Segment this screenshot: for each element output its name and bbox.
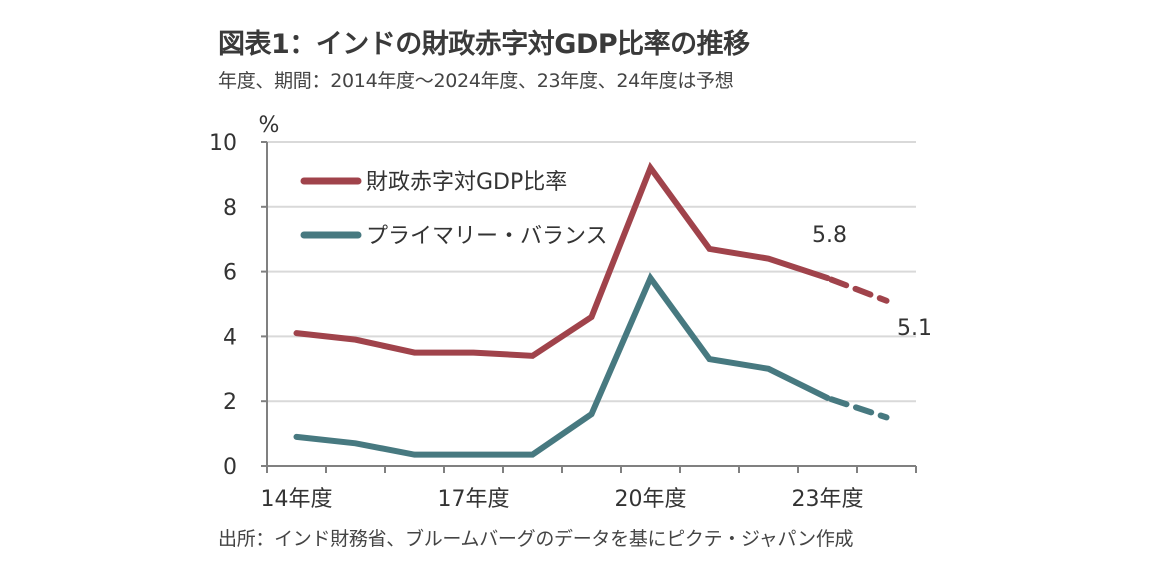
data-label: 5.1 [897,316,932,341]
series-line-0 [293,161,831,359]
series-forecast-line-0 [824,275,890,304]
chart-title: 図表1：インドの財政赤字対GDP比率の推移 [218,29,750,60]
y-tick-label: 10 [209,131,237,156]
y-tick-label: 2 [223,390,237,415]
y-tick-label: 0 [223,455,237,480]
data-label: 5.8 [812,223,847,248]
series-line-1 [293,272,831,458]
x-tick-label: 17年度 [438,487,510,512]
chart-source: 出所：インド財務省、ブルームバーグのデータを基にピクテ・ジャパン作成 [218,528,854,550]
legend-label: プライマリー・バランス [366,224,608,249]
x-tick-label: 14年度 [261,487,333,512]
y-tick-label: 6 [223,261,237,286]
x-tick-label: 23年度 [792,487,864,512]
x-tick-label: 20年度 [615,487,687,512]
legend-label: 財政赤字対GDP比率 [366,170,567,195]
chart-subtitle: 年度、期間：2014年度～2024年度、23年度、24年度は予想 [218,70,734,92]
y-tick-label: 4 [223,325,237,350]
y-axis-unit: % [259,113,280,138]
series-forecast-line-1 [824,394,890,421]
y-tick-label: 8 [223,196,237,221]
